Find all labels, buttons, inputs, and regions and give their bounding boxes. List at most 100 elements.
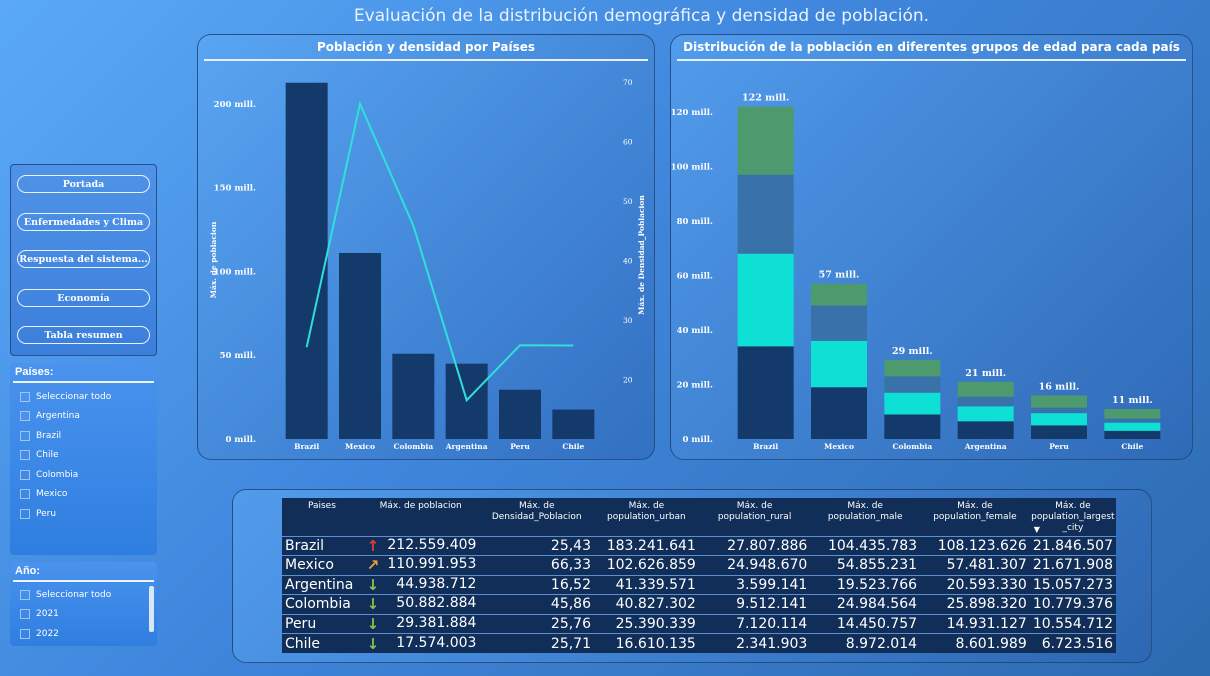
- bar-segment-chile: [1104, 409, 1161, 419]
- checkbox[interactable]: [20, 470, 30, 480]
- table-row[interactable]: Mexico ↗ 110.991.953 66,33 102.626.859 24.948…: [282, 555, 1116, 575]
- female-cell: 108.123.626: [920, 535, 1030, 556]
- x-tick-label: Peru: [510, 442, 530, 451]
- checkbox[interactable]: [20, 411, 30, 421]
- col-header-male[interactable]: Máx. de population_male: [810, 498, 921, 536]
- urban-cell-value: 41.339.571: [615, 576, 696, 593]
- sort-descending-icon: ▼: [1033, 524, 1040, 534]
- bar-segment-argentina: [957, 406, 1014, 422]
- male-cell-value: 14.450.757: [836, 615, 918, 632]
- anio-slicer-scrollbar[interactable]: [149, 586, 154, 632]
- col-header-largest-city[interactable]: Máx. de population_largest _city ▼: [1029, 498, 1116, 536]
- table-row[interactable]: Brazil ↑ 212.559.409 25,43 183.241.641 27.807…: [282, 535, 1116, 556]
- male-cell-value: 8.972.014: [845, 635, 918, 652]
- densidad-cell-value: 25,43: [550, 537, 591, 554]
- col-header-densidad[interactable]: Máx. de Densidad_Poblacion: [479, 498, 594, 536]
- female-cell-value: 20.593.330: [946, 576, 1027, 593]
- nav-button-enfermedades-clima[interactable]: Enfermedades y Clima: [17, 213, 150, 231]
- largest-city-cell-value: 21.846.507: [1032, 537, 1113, 554]
- checkbox[interactable]: [20, 450, 30, 460]
- slicer-item-label: Mexico: [36, 489, 68, 499]
- country-cell: Peru: [282, 613, 362, 634]
- x-tick-label: Chile: [562, 442, 584, 451]
- y-tick-label: 80 mill.: [677, 217, 713, 227]
- checkbox[interactable]: [20, 590, 30, 600]
- male-cell: 8.972.014: [810, 633, 921, 653]
- country-cell-value: Colombia: [285, 596, 351, 613]
- checkbox[interactable]: [20, 509, 30, 519]
- slicer-item-brazil[interactable]: Brazil: [20, 429, 61, 443]
- rural-cell: 3.599.141: [698, 574, 811, 595]
- checkbox[interactable]: [20, 609, 30, 619]
- nav-button-economia[interactable]: Economía: [17, 289, 150, 307]
- slicer-item-mexico[interactable]: Mexico: [20, 487, 67, 501]
- country-cell: Brazil: [282, 535, 362, 556]
- poblacion-cell: ↑ 212.559.409: [361, 535, 480, 556]
- nav-button-tabla-resumen[interactable]: Tabla resumen: [17, 326, 150, 344]
- x-tick-label: Chile: [1121, 442, 1143, 451]
- slicer-item-label: 2022: [36, 629, 59, 639]
- y-tick-label: 0 mill.: [682, 435, 713, 445]
- male-cell-value: 54.855.231: [836, 557, 918, 574]
- rural-cell: 9.512.141: [698, 594, 811, 614]
- slicer-item-colombia[interactable]: Colombia: [20, 468, 78, 482]
- table-row[interactable]: Argentina ↓ 44.938.712 16,52 41.339.571 3.599…: [282, 574, 1116, 595]
- slicer-item-label: Chile: [36, 450, 59, 460]
- bar-segment-mexico: [811, 283, 867, 306]
- col-header-urban[interactable]: Máx. de population_urban: [594, 498, 699, 536]
- x-tick-label: Argentina: [964, 442, 1007, 451]
- poblacion-cell-value: 50.882.884: [396, 595, 477, 612]
- slicer-item-2022[interactable]: 2022: [20, 627, 59, 641]
- urban-cell-value: 16.610.135: [615, 635, 696, 652]
- col-header-poblacion[interactable]: Máx. de poblacion: [361, 498, 480, 536]
- urban-cell-value: 183.241.641: [606, 537, 696, 554]
- x-tick-label: Colombia: [393, 442, 433, 451]
- checkbox[interactable]: [20, 431, 30, 441]
- table-row[interactable]: Colombia ↓ 50.882.884 45,86 40.827.302 9.512.…: [282, 594, 1116, 614]
- male-cell-value: 24.984.564: [836, 596, 918, 613]
- bar-segment-colombia: [884, 359, 941, 377]
- slicer-item-label: 2021: [36, 609, 59, 619]
- col-header-rural[interactable]: Máx. de population_rural: [698, 498, 811, 536]
- country-cell: Colombia: [282, 594, 362, 614]
- largest-city-cell-value: 6.723.516: [1041, 635, 1113, 652]
- urban-cell-value: 102.626.859: [606, 557, 696, 574]
- y-tick-label: 150 mill.: [214, 184, 256, 194]
- urban-cell: 40.827.302: [594, 594, 699, 614]
- poblacion-cell-value: 212.559.409: [387, 536, 477, 553]
- table-row[interactable]: Chile ↓ 17.574.003 25,71 16.610.135 2.341.903…: [282, 633, 1116, 653]
- checkbox[interactable]: [20, 392, 30, 402]
- nav-button-respuesta-sistema[interactable]: Respuesta del sistema...: [17, 250, 150, 268]
- slicer-item-chile[interactable]: Chile: [20, 448, 59, 462]
- checkbox[interactable]: [20, 489, 30, 499]
- poblacion-cell-value: 29.381.884: [396, 614, 477, 631]
- densidad-cell-value: 25,71: [550, 635, 591, 652]
- densidad-cell-value: 66,33: [550, 557, 591, 574]
- y2-tick-label: 20: [623, 376, 633, 385]
- poblacion-cell: ↓ 29.381.884: [361, 613, 480, 634]
- largest-city-cell: 21.671.908: [1029, 555, 1116, 575]
- female-cell-value: 57.481.307: [946, 557, 1027, 574]
- y2-tick-label: 40: [623, 257, 633, 266]
- checkbox[interactable]: [20, 629, 30, 639]
- slicer-item-seleccionar-todo[interactable]: Seleccionar todo: [20, 390, 111, 404]
- country-cell: Mexico: [282, 555, 362, 575]
- col-header-paises[interactable]: Paises: [282, 498, 362, 536]
- slicer-item-peru[interactable]: Peru: [20, 507, 56, 521]
- table-header-row: Paises Máx. de poblacion Máx. de Densida…: [282, 498, 1116, 536]
- col-header-female[interactable]: Máx. de population_female: [920, 498, 1030, 536]
- rural-cell-value: 7.120.114: [736, 615, 808, 632]
- slicer-item-seleccionar-todo[interactable]: Seleccionar todo: [20, 588, 111, 602]
- bar-segment-argentina: [957, 421, 1014, 439]
- paises-slicer-divider: [13, 381, 154, 383]
- nav-button-portada[interactable]: Portada: [17, 175, 150, 193]
- slicer-item-2021[interactable]: 2021: [20, 607, 59, 621]
- female-cell: 20.593.330: [920, 574, 1030, 595]
- y-tick-label: 60 mill.: [677, 271, 713, 281]
- slicer-item-label: Seleccionar todo: [36, 590, 112, 600]
- slicer-item-argentina[interactable]: Argentina: [20, 409, 80, 423]
- rural-cell-value: 9.512.141: [736, 596, 808, 613]
- table-row[interactable]: Peru ↓ 29.381.884 25,76 25.390.339 7.120.114 1…: [282, 613, 1116, 634]
- y-tick-label: 50 mill.: [220, 351, 256, 361]
- title-divider: [204, 59, 648, 61]
